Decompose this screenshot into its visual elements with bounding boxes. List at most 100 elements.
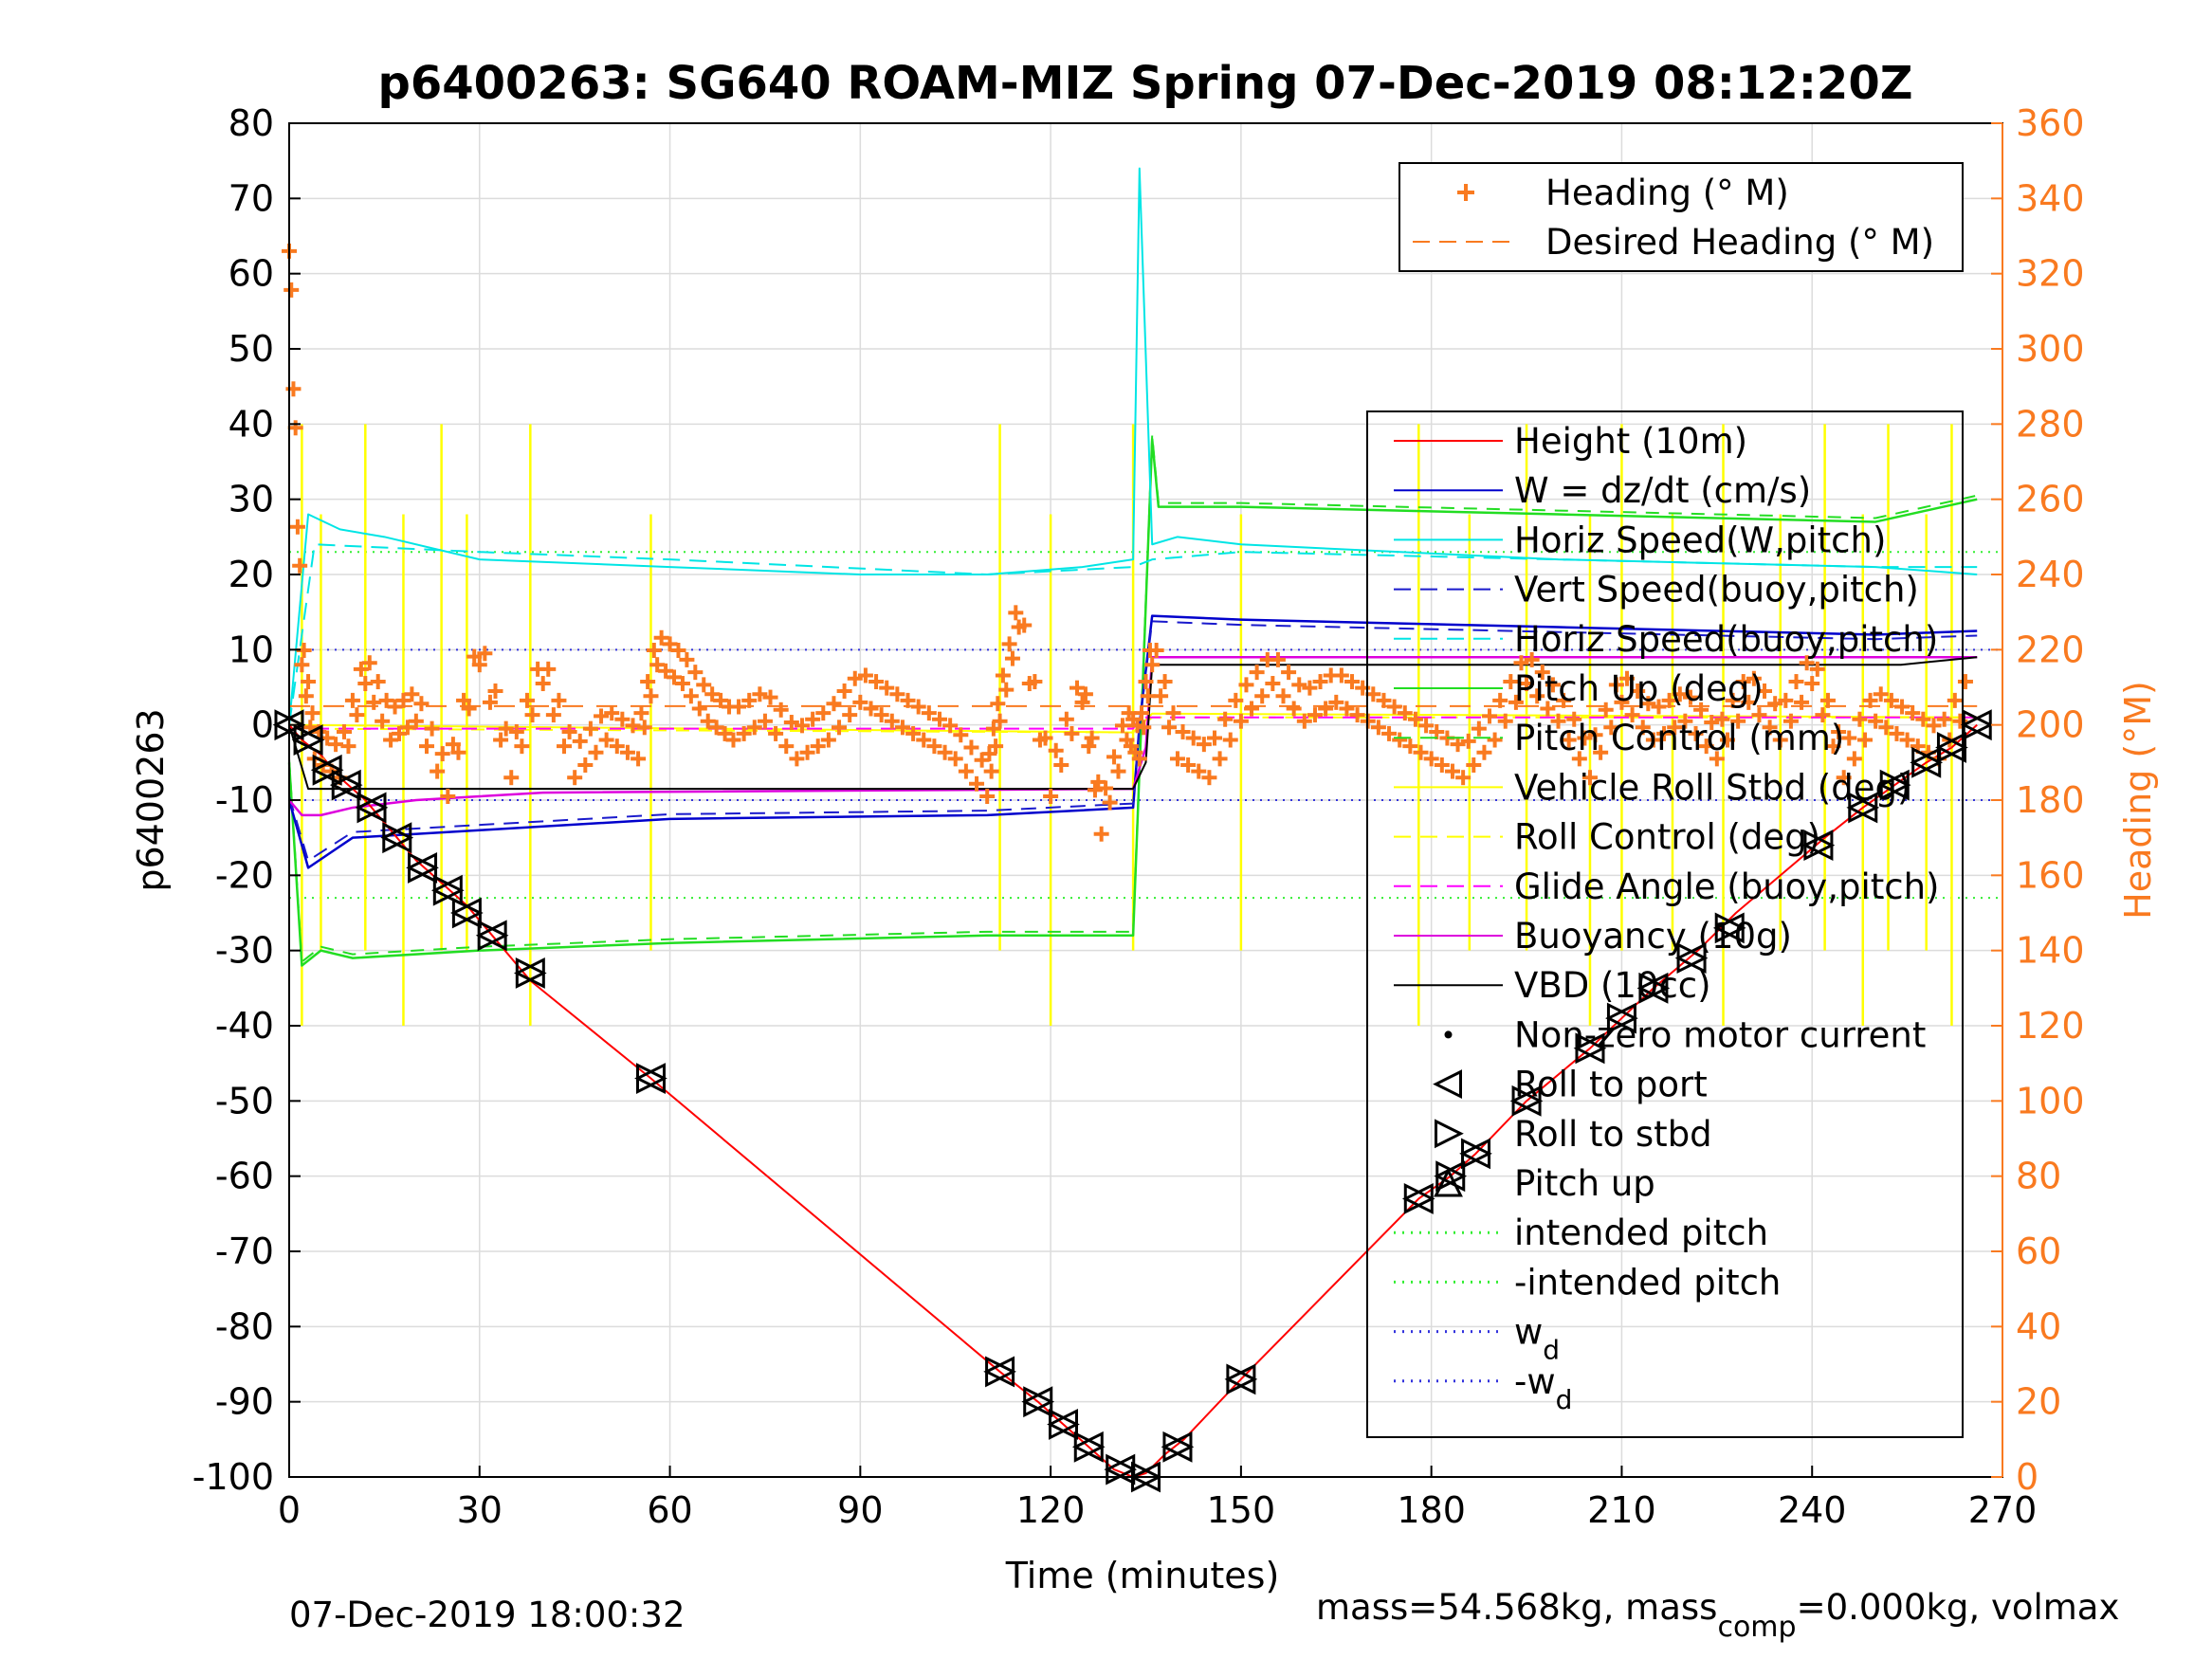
roll-stbd-triangle (451, 897, 484, 929)
heading-point (387, 699, 403, 715)
heading-point (395, 692, 411, 708)
heading-point (508, 723, 524, 739)
legend-label: Horiz Speed(W,pitch) (1514, 520, 1886, 560)
heading-point (1809, 661, 1825, 677)
heading-point (1852, 711, 1868, 727)
heading-point (572, 733, 588, 749)
heading-point (1862, 692, 1878, 708)
y-axis-label-left: p6400263 (130, 708, 172, 891)
y-tick-label-right: 160 (2016, 854, 2085, 896)
heading-point (958, 763, 974, 779)
heading-point (1027, 674, 1043, 690)
y-tick-label-left: 60 (229, 253, 274, 295)
heading-point (1767, 696, 1783, 712)
heading-point (826, 696, 842, 712)
x-tick-label: 210 (1587, 1489, 1656, 1531)
heading-point (1212, 751, 1228, 767)
heading-point (445, 737, 461, 753)
legend-label: Roll to port (1514, 1065, 1708, 1105)
heading-point (1196, 737, 1212, 753)
heading-point (983, 763, 999, 779)
heading-point (1635, 720, 1651, 736)
legend-entry: Height (10m) (1394, 421, 1747, 462)
heading-point (1926, 718, 1942, 734)
heading-point (674, 676, 690, 692)
roll-stbd-triangle (1575, 1032, 1607, 1065)
legend-label: Height (10m) (1514, 421, 1747, 462)
roll-pitch-marker (1605, 1002, 1638, 1034)
legend-label-text: Glide Angle (buoy,pitch) (1514, 866, 1939, 907)
heading-point (667, 669, 683, 685)
heading-point (1175, 723, 1191, 739)
heading-point (1207, 730, 1223, 746)
heading-point (1682, 689, 1698, 705)
y-tick-label-right: 180 (2016, 779, 2085, 821)
heading-point (725, 732, 741, 748)
roll-pitch-marker (291, 724, 325, 756)
roll-pitch-marker (1071, 1431, 1106, 1463)
heading-point (1667, 720, 1683, 736)
legend-label-text: Pitch up (1514, 1163, 1655, 1204)
y-tick-label-right: 60 (2016, 1231, 2061, 1272)
heading-point (852, 694, 868, 710)
heading-point (551, 692, 567, 708)
heading-point (1772, 732, 1788, 748)
legend-label: Horiz Speed(buoy,pitch) (1514, 619, 1938, 660)
heading-point (1016, 617, 1033, 633)
x-tick-label: 90 (837, 1489, 883, 1531)
roll-pitch-marker (1401, 1183, 1435, 1214)
heading-point (1656, 725, 1673, 741)
heading-point (931, 711, 947, 727)
heading-point (609, 738, 625, 755)
heading-point (413, 696, 430, 712)
heading-point (1778, 692, 1794, 708)
heading-point (1529, 688, 1545, 704)
heading-point (905, 725, 922, 741)
heading-point (1048, 742, 1064, 758)
heading-point (658, 663, 674, 679)
legend-swatch-tri-up (1434, 1167, 1463, 1197)
heading-point (1503, 674, 1519, 690)
heading-point (1001, 636, 1017, 652)
roll-pitch-marker (475, 920, 509, 952)
roll-stbd-triangle (1403, 1183, 1435, 1214)
heading-point (487, 683, 503, 699)
heading-point (588, 744, 604, 760)
heading-point (1709, 751, 1725, 767)
y-tick-label-right: 360 (2016, 102, 2085, 144)
heading-point (461, 701, 477, 717)
legend-entry: Buoyancy (10g) (1394, 916, 1792, 957)
heading-point (631, 751, 647, 767)
legend-label-text: Buoyancy (10g) (1514, 916, 1792, 957)
heading-point (1291, 677, 1307, 693)
roll-stbd-triangle (1461, 1138, 1492, 1170)
legend-entry: Vert Speed(buoy,pitch) (1394, 570, 1919, 611)
heading-point (1831, 723, 1847, 739)
heading-point (1598, 702, 1614, 718)
heading-point (700, 713, 716, 729)
heading-point (679, 651, 695, 667)
legend-main: Height (10m) W = dz/dt (cm/s) Horiz Speed(… (1366, 410, 1964, 1438)
heading-point (1704, 715, 1720, 731)
heading-point (524, 707, 540, 723)
legend-swatch-tri-right (1435, 1119, 1464, 1149)
heading-point (894, 720, 910, 736)
heading-point (1043, 789, 1059, 805)
heading-point (1460, 733, 1476, 749)
roll-stbd-triangle (382, 822, 414, 854)
heading-point (535, 676, 551, 692)
heading-point (567, 770, 583, 786)
heading-point (1730, 713, 1746, 729)
heading-point (1217, 711, 1234, 727)
roll-stbd-triangle (1962, 709, 1994, 741)
heading-point (1233, 713, 1249, 729)
heading-point (1407, 711, 1423, 727)
roll-pitch-marker (1509, 1085, 1544, 1117)
heading-point (370, 674, 386, 690)
heading-point (1004, 650, 1020, 666)
legend-label-text: Non-zero motor current (1514, 1014, 1926, 1055)
heading-point (419, 738, 435, 755)
heading-point (937, 744, 953, 760)
roll-stbd-triangle (1511, 1085, 1544, 1117)
heading-point (450, 744, 466, 760)
